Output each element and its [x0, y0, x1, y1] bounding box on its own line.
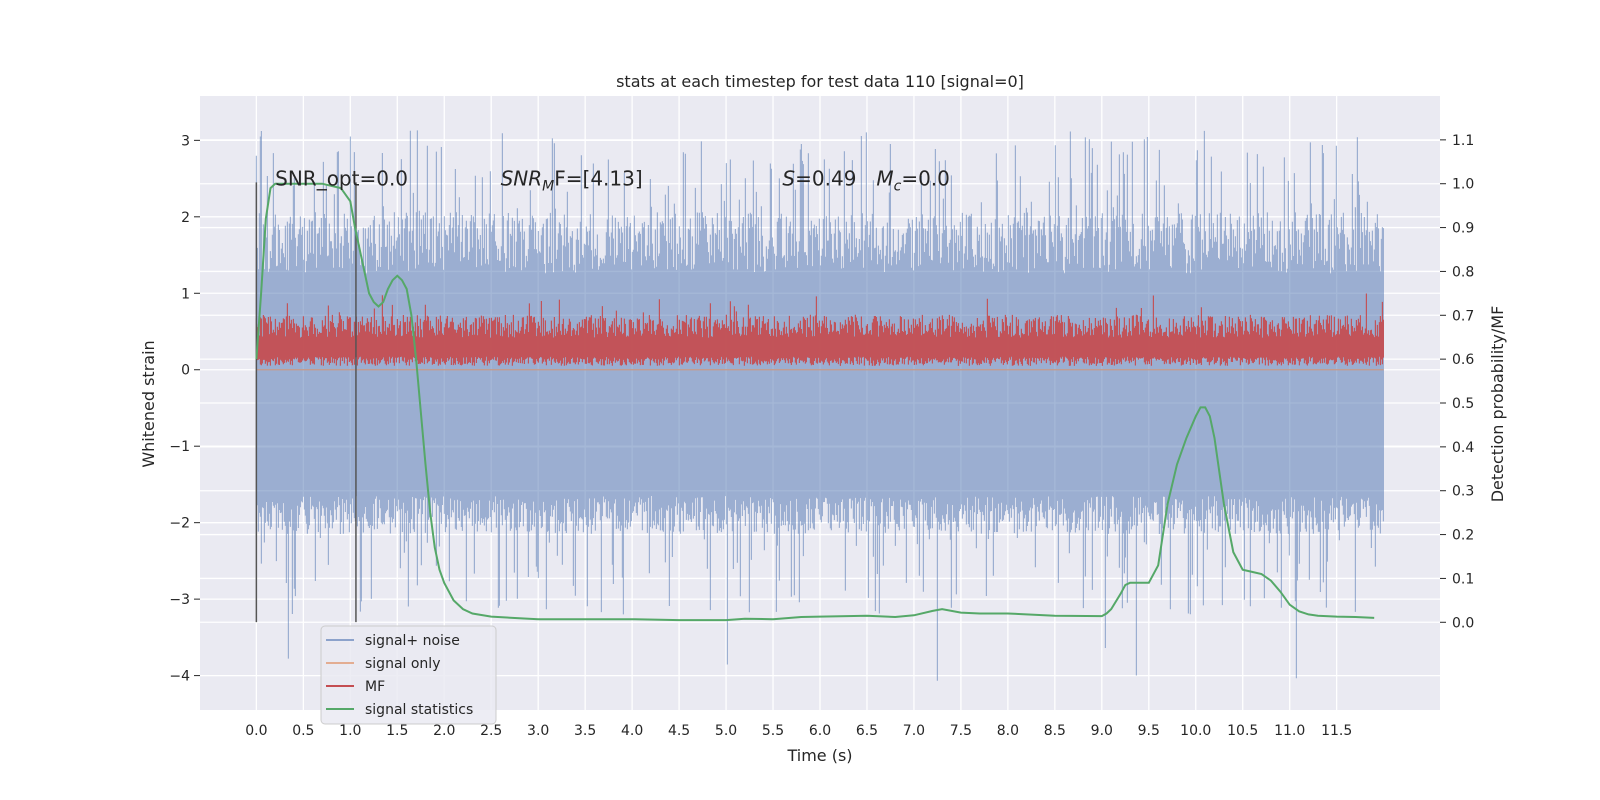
x-tick-label: 8.0 [997, 723, 1019, 739]
y-tick-label: −3 [169, 592, 190, 608]
x-tick-label: 9.0 [1091, 723, 1113, 739]
y-right-tick-label: 0.9 [1452, 221, 1474, 237]
y-tick-label: −4 [169, 669, 190, 685]
x-tick-label: 1.0 [339, 723, 361, 739]
x-tick-label: 4.5 [668, 723, 690, 739]
x-tick-label: 0.5 [292, 723, 314, 739]
x-tick-label: 2.0 [433, 723, 455, 739]
y-axis-label: Whitened strain [139, 340, 158, 467]
annotation-0: SNR_opt=0.0 [275, 167, 408, 191]
y-right-tick-label: 1.1 [1452, 133, 1474, 149]
legend-label: signal only [365, 656, 440, 672]
y-right-tick-label: 0.3 [1452, 484, 1474, 500]
x-tick-label: 11.0 [1274, 723, 1305, 739]
legend-box [320, 625, 497, 725]
y-axis-right-label: Detection probability/MF [1488, 306, 1507, 503]
y-right-tick-label: 0.7 [1452, 308, 1474, 324]
x-tick-label: 4.0 [621, 723, 643, 739]
y-right-tick-label: 0.6 [1452, 352, 1474, 368]
y-tick-label: 0 [181, 363, 190, 379]
annotation-1: SNRMF=[4.13] [501, 167, 643, 195]
y-tick-label: 2 [181, 210, 190, 226]
x-tick-label: 9.5 [1138, 723, 1160, 739]
y-right-tick-label: 0.4 [1452, 440, 1474, 456]
x-tick-label: 7.0 [903, 723, 925, 739]
x-tick-label: 11.5 [1321, 723, 1352, 739]
x-tick-label: 1.5 [386, 723, 408, 739]
x-tick-label: 5.5 [762, 723, 784, 739]
vertical-markers [255, 182, 357, 623]
y-right-tick-label: 0.8 [1452, 264, 1474, 280]
x-tick-label: 5.0 [715, 723, 737, 739]
y-axis-ticks: −4 −3 −2 −1 0 1 2 3 [169, 133, 200, 685]
annotation-3: Mc=0.0 [876, 167, 950, 195]
y-right-tick-label: 0.0 [1452, 615, 1474, 631]
x-tick-label: 2.5 [480, 723, 502, 739]
annotations: SNR_opt=0.0 SNRMF=[4.13] S=0.49 Mc=0.0 [275, 167, 950, 195]
y-right-tick-label: 0.5 [1452, 396, 1474, 412]
x-tick-label: 3.0 [527, 723, 549, 739]
x-tick-label: 6.0 [809, 723, 831, 739]
legend-label: signal+ noise [365, 633, 460, 649]
annotation-2: S=0.49 [782, 167, 856, 191]
y-right-tick-label: 1.0 [1452, 177, 1474, 193]
x-tick-label: 3.5 [574, 723, 596, 739]
y-tick-label: 1 [181, 286, 190, 302]
x-tick-label: 10.5 [1227, 723, 1258, 739]
x-axis-label: Time (s) [786, 746, 852, 765]
chart-title: stats at each timestep for test data 110… [616, 72, 1024, 91]
x-tick-label: 8.5 [1044, 723, 1066, 739]
y-tick-label: −2 [169, 516, 190, 532]
series-signal-statistics [255, 182, 1375, 622]
legend: signal+ noise signal only MF signal statist… [320, 625, 497, 725]
signal-statistics-line [255, 182, 1375, 622]
legend-label: MF [365, 679, 385, 695]
x-tick-label: 6.5 [856, 723, 878, 739]
y-axis-right-ticks: 0.0 0.1 0.2 0.3 0.4 0.5 0.6 0.7 0.8 0.9 1.0 1.1 [1440, 133, 1474, 631]
x-tick-label: 7.5 [950, 723, 972, 739]
y-tick-label: −1 [169, 439, 190, 455]
y-tick-label: 3 [181, 133, 190, 149]
y-right-tick-label: 0.1 [1452, 571, 1474, 587]
x-axis-ticks: 0.0 0.5 1.0 1.5 2.0 2.5 3.0 3.5 4.0 4.5 5.0 5.5 6.0 6… [245, 723, 1352, 739]
x-tick-label: 10.0 [1180, 723, 1211, 739]
x-tick-label: 0.0 [245, 723, 267, 739]
y-right-tick-label: 0.2 [1452, 528, 1474, 544]
legend-label: signal statistics [365, 702, 473, 718]
